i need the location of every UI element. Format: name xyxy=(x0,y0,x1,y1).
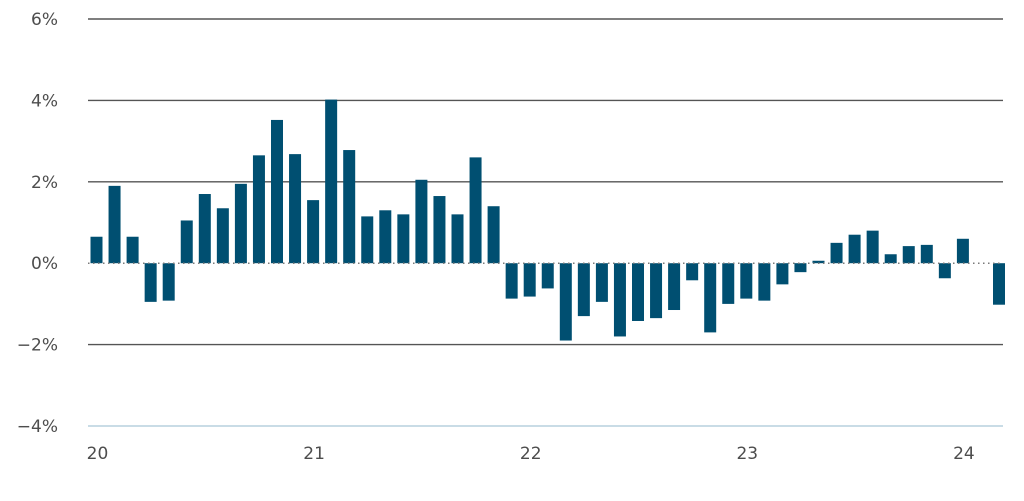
bar xyxy=(650,263,663,319)
y-tick-label: −4% xyxy=(17,417,58,437)
bar xyxy=(956,238,969,264)
bar xyxy=(343,150,356,264)
bar xyxy=(289,154,302,264)
y-tick-label: 6% xyxy=(31,10,58,30)
bar xyxy=(361,216,374,264)
y-tick-label: −2% xyxy=(17,336,58,356)
bar xyxy=(162,263,175,301)
bar xyxy=(325,99,338,264)
bar xyxy=(884,254,897,264)
bar xyxy=(686,263,699,281)
bar xyxy=(794,263,807,273)
x-tick-label: 20 xyxy=(87,444,109,464)
bar xyxy=(252,155,265,264)
y-tick-label: 2% xyxy=(31,173,58,193)
bar xyxy=(523,263,536,297)
bar xyxy=(993,263,1005,305)
x-tick-label: 22 xyxy=(520,444,542,464)
bar xyxy=(740,263,753,299)
bar xyxy=(613,263,626,337)
bar xyxy=(938,263,951,279)
bars xyxy=(90,99,1005,341)
y-tick-label: 4% xyxy=(31,91,58,111)
x-tick-label: 24 xyxy=(953,444,975,464)
x-tick-label: 21 xyxy=(303,444,325,464)
y-tick-label: 0% xyxy=(31,254,58,274)
bar xyxy=(812,260,825,264)
bar xyxy=(577,263,590,317)
y-axis-labels: 6% 4% 2% 0% −2% −4% xyxy=(17,10,58,437)
bar xyxy=(668,263,681,311)
bar xyxy=(505,263,518,299)
bar xyxy=(271,119,283,264)
x-axis-labels: 20 21 22 23 24 xyxy=(87,444,975,464)
bar xyxy=(108,185,121,264)
bar xyxy=(397,214,410,264)
bar xyxy=(758,263,771,301)
bar xyxy=(216,208,229,264)
bar xyxy=(90,236,103,264)
bar xyxy=(415,179,428,264)
bar xyxy=(307,200,320,264)
bar xyxy=(451,214,464,264)
bar xyxy=(632,263,644,321)
bar xyxy=(234,183,247,264)
bar xyxy=(433,196,446,264)
bar xyxy=(487,206,500,264)
x-tick-label: 23 xyxy=(736,444,758,464)
bar xyxy=(704,263,717,333)
bar xyxy=(126,236,139,264)
bar xyxy=(866,230,879,264)
bar xyxy=(379,210,392,264)
bar xyxy=(595,263,608,302)
gridlines xyxy=(88,18,1003,427)
bar xyxy=(469,157,482,264)
bar xyxy=(902,246,915,264)
bar xyxy=(559,263,572,341)
bar xyxy=(920,244,933,264)
bar xyxy=(722,263,735,304)
bar xyxy=(776,263,789,285)
bar xyxy=(541,263,554,289)
bar xyxy=(144,263,157,302)
bar xyxy=(848,234,861,264)
bar xyxy=(198,194,211,264)
bar xyxy=(830,242,843,264)
bar xyxy=(180,220,193,264)
